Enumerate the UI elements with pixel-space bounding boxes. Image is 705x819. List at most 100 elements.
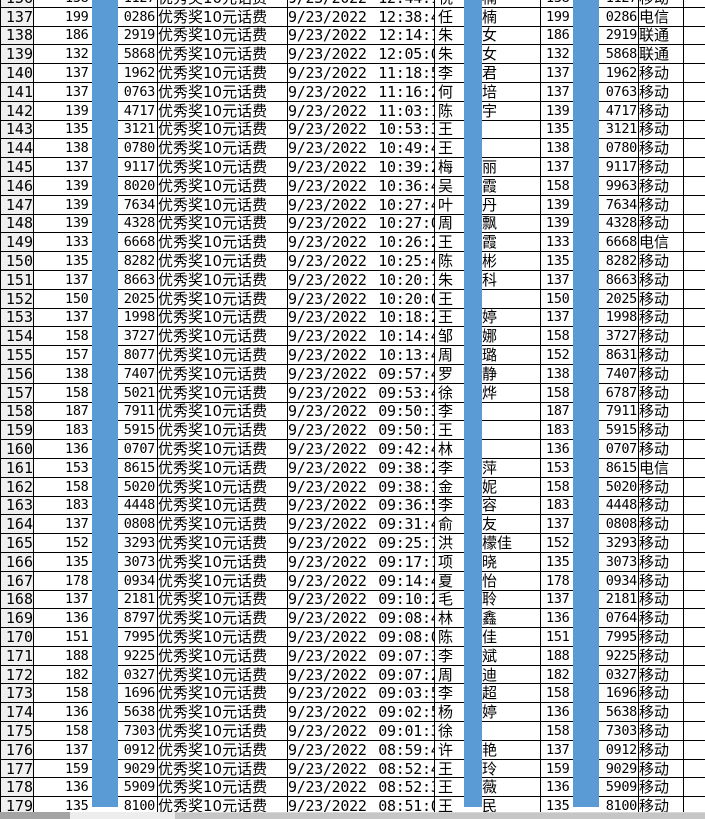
carrier-cell[interactable]: 移动 <box>638 288 684 309</box>
row-number-cell[interactable]: 153 <box>0 307 34 328</box>
carrier-cell[interactable]: 联通 <box>638 44 684 65</box>
row-number-cell[interactable]: 138 <box>0 25 34 46</box>
carrier-cell[interactable]: 移动 <box>638 702 684 723</box>
empty-cell[interactable] <box>683 157 705 177</box>
datetime-cell[interactable]: 9/23/2022 11:16:23 <box>287 81 435 102</box>
datetime-cell[interactable]: 9/23/2022 09:01:35 <box>287 721 435 741</box>
empty-cell[interactable] <box>683 758 705 779</box>
name-cell[interactable]: 王民 <box>434 796 541 817</box>
datetime-cell[interactable]: 9/23/2022 10:20:15 <box>287 269 435 290</box>
row-number-cell[interactable]: 146 <box>0 175 34 196</box>
empty-cell[interactable] <box>683 63 705 83</box>
carrier-cell[interactable]: 移动 <box>638 119 684 140</box>
empty-cell[interactable] <box>683 551 705 572</box>
name-cell[interactable]: 周迪 <box>434 664 541 685</box>
prize-cell[interactable]: 优秀奖10元话费 <box>157 6 288 27</box>
prize-cell[interactable]: 优秀奖10元话费 <box>157 702 288 723</box>
datetime-cell[interactable]: 9/23/2022 10:27:08 <box>287 213 435 234</box>
name-cell[interactable]: 李君 <box>434 63 541 83</box>
empty-cell[interactable] <box>683 44 705 65</box>
name-cell[interactable]: 何培 <box>434 81 541 102</box>
row-number-cell[interactable]: 176 <box>0 739 34 760</box>
datetime-cell[interactable]: 9/23/2022 10:20:06 <box>287 288 435 309</box>
row-number-cell[interactable]: 141 <box>0 81 34 102</box>
datetime-cell[interactable]: 9/23/2022 10:39:21 <box>287 157 435 177</box>
datetime-cell[interactable]: 9/23/2022 09:10:23 <box>287 589 435 610</box>
row-number-cell[interactable]: 169 <box>0 608 34 629</box>
name-cell[interactable]: 梅丽 <box>434 157 541 177</box>
name-cell[interactable]: 周飘 <box>434 213 541 234</box>
prize-cell[interactable]: 优秀奖10元话费 <box>157 251 288 271</box>
empty-cell[interactable] <box>683 307 705 328</box>
datetime-cell[interactable]: 9/23/2022 10:36:42 <box>287 175 435 196</box>
carrier-cell[interactable]: 移动 <box>638 63 684 83</box>
name-cell[interactable]: 夏怡 <box>434 570 541 591</box>
prize-cell[interactable]: 优秀奖10元话费 <box>157 739 288 760</box>
carrier-cell[interactable]: 移动 <box>638 627 684 647</box>
prize-cell[interactable]: 优秀奖10元话费 <box>157 758 288 779</box>
datetime-cell[interactable]: 9/23/2022 10:27:42 <box>287 194 435 215</box>
name-cell[interactable]: 陈宇 <box>434 100 541 121</box>
empty-cell[interactable] <box>683 570 705 591</box>
datetime-cell[interactable]: 9/23/2022 10:25:49 <box>287 251 435 271</box>
name-cell[interactable]: 王薇 <box>434 777 541 798</box>
empty-cell[interactable] <box>683 476 705 497</box>
empty-cell[interactable] <box>683 100 705 121</box>
prize-cell[interactable]: 优秀奖10元话费 <box>157 119 288 140</box>
row-number-cell[interactable]: 163 <box>0 495 34 516</box>
empty-cell[interactable] <box>683 627 705 647</box>
empty-cell[interactable] <box>683 6 705 27</box>
datetime-cell[interactable]: 9/23/2022 09:31:40 <box>287 514 435 535</box>
prize-cell[interactable]: 优秀奖10元话费 <box>157 25 288 46</box>
name-cell[interactable]: 杨婷 <box>434 702 541 723</box>
empty-cell[interactable] <box>683 495 705 516</box>
carrier-cell[interactable]: 移动 <box>638 495 684 516</box>
name-cell[interactable]: 李斌 <box>434 645 541 666</box>
row-number-cell[interactable]: 148 <box>0 213 34 234</box>
prize-cell[interactable]: 优秀奖10元话费 <box>157 175 288 196</box>
datetime-cell[interactable]: 9/23/2022 10:14:44 <box>287 326 435 347</box>
prize-cell[interactable]: 优秀奖10元话费 <box>157 138 288 159</box>
datetime-cell[interactable]: 9/23/2022 10:53:32 <box>287 119 435 140</box>
datetime-cell[interactable]: 9/23/2022 12:38:46 <box>287 6 435 27</box>
carrier-cell[interactable]: 移动 <box>638 269 684 290</box>
row-number-cell[interactable]: 157 <box>0 382 34 403</box>
prize-cell[interactable]: 优秀奖10元话费 <box>157 307 288 328</box>
prize-cell[interactable]: 优秀奖10元话费 <box>157 664 288 685</box>
row-number-cell[interactable]: 159 <box>0 420 34 441</box>
name-cell[interactable]: 任楠 <box>434 6 541 27</box>
datetime-cell[interactable]: 9/23/2022 08:59:45 <box>287 739 435 760</box>
row-number-cell[interactable]: 164 <box>0 514 34 535</box>
row-number-cell[interactable]: 156 <box>0 363 34 384</box>
row-number-cell[interactable]: 144 <box>0 138 34 159</box>
row-number-cell[interactable]: 170 <box>0 627 34 647</box>
carrier-cell[interactable]: 移动 <box>638 514 684 535</box>
prize-cell[interactable]: 优秀奖10元话费 <box>157 213 288 234</box>
name-cell[interactable]: 王 <box>434 119 541 140</box>
name-cell[interactable]: 王婷 <box>434 307 541 328</box>
name-cell[interactable]: 毛聆 <box>434 589 541 610</box>
empty-cell[interactable] <box>683 25 705 46</box>
row-number-cell[interactable]: 161 <box>0 457 34 478</box>
empty-cell[interactable] <box>683 739 705 760</box>
empty-cell[interactable] <box>683 175 705 196</box>
name-cell[interactable]: 李容 <box>434 495 541 516</box>
prize-cell[interactable]: 优秀奖10元话费 <box>157 533 288 553</box>
prize-cell[interactable]: 优秀奖10元话费 <box>157 326 288 347</box>
empty-cell[interactable] <box>683 81 705 102</box>
prize-cell[interactable]: 优秀奖10元话费 <box>157 382 288 403</box>
carrier-cell[interactable]: 移动 <box>638 721 684 741</box>
row-number-cell[interactable]: 178 <box>0 777 34 798</box>
empty-cell[interactable] <box>683 251 705 271</box>
scrollbar-track-left[interactable] <box>0 812 70 819</box>
name-cell[interactable]: 徐 <box>434 721 541 741</box>
carrier-cell[interactable]: 移动 <box>638 326 684 347</box>
empty-cell[interactable] <box>683 702 705 723</box>
prize-cell[interactable]: 优秀奖10元话费 <box>157 81 288 102</box>
empty-cell[interactable] <box>683 401 705 422</box>
name-cell[interactable]: 祝楠 <box>434 0 541 8</box>
empty-cell[interactable] <box>683 382 705 403</box>
name-cell[interactable]: 王 <box>434 138 541 159</box>
datetime-cell[interactable]: 9/23/2022 11:03:17 <box>287 100 435 121</box>
row-number-cell[interactable]: 173 <box>0 683 34 704</box>
